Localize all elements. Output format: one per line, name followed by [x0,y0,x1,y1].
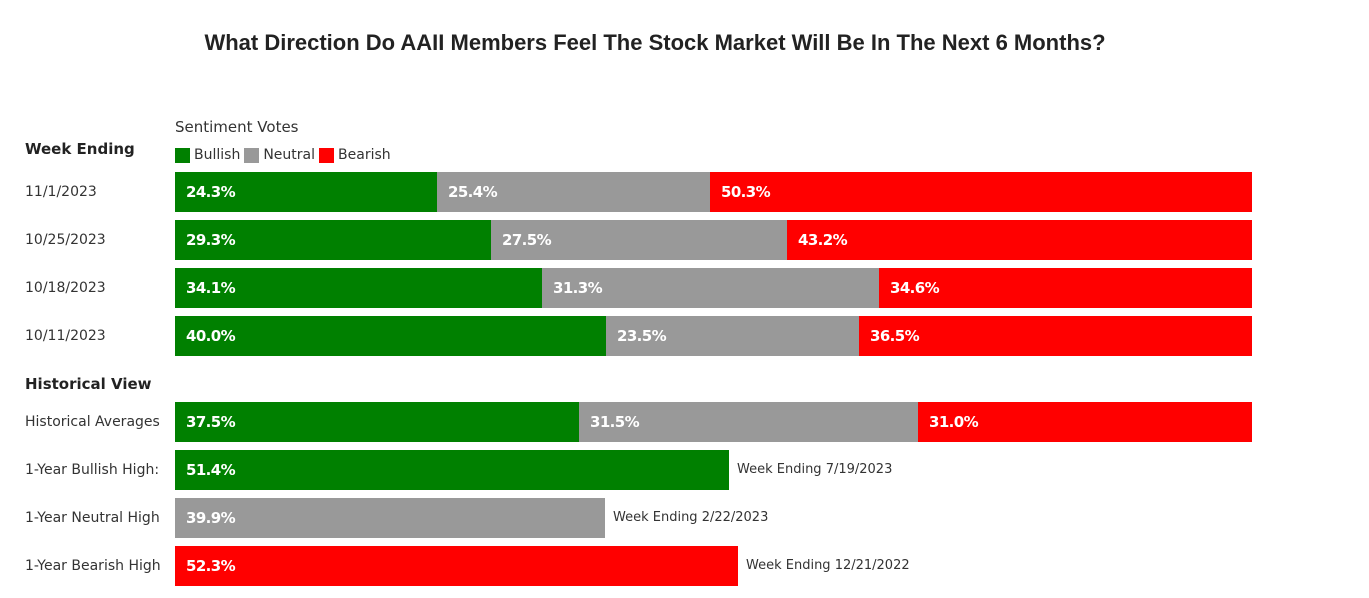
week-row-11-1-2023-label: 11/1/2023 [25,184,97,200]
legend-title: Sentiment Votes [175,118,299,136]
historical-row-historical-averages-segment-neutral: 31.5% [579,402,918,442]
week-row-10-18-2023-segment-bearish: 34.6% [879,268,1252,308]
week-row-11-1-2023-bar: 24.3% 25.4% 50.3% [175,172,1252,212]
week-row-11-1-2023-segment-bullish: 24.3% [175,172,437,212]
legend: Bullish Neutral Bearish [175,146,395,164]
high-row-neutral-label: 1-Year Neutral High [25,510,160,526]
high-row-bullish-bar: 51.4% [175,450,729,490]
legend-item-bearish: Bearish [319,147,391,163]
legend-label-bullish: Bullish [194,147,241,163]
high-row-bearish-label: 1-Year Bearish High [25,558,161,574]
legend-item-bullish: Bullish [175,147,240,163]
historical-row-historical-averages-label: Historical Averages [25,414,160,430]
week-row-10-18-2023-segment-bullish: 34.1% [175,268,542,308]
week-row-10-11-2023-label: 10/11/2023 [25,328,106,344]
section-header-historical-view: Historical View [25,375,152,393]
high-row-neutral-bar: 39.9% [175,498,605,538]
high-row-bullish-note: Week Ending 7/19/2023 [737,462,893,477]
week-row-10-25-2023-bar: 29.3% 27.5% 43.2% [175,220,1252,260]
historical-row-historical-averages-segment-bullish: 37.5% [175,402,579,442]
legend-item-neutral: Neutral [244,147,315,163]
legend-swatch-bearish [319,147,335,163]
high-row-bearish-bar: 52.3% [175,546,738,586]
week-row-10-25-2023-segment-bearish: 43.2% [787,220,1252,260]
legend-label-neutral: Neutral [263,147,316,163]
high-row-neutral-note: Week Ending 2/22/2023 [613,510,769,525]
legend-swatch-bullish [175,147,190,163]
week-row-10-18-2023-segment-neutral: 31.3% [542,268,879,308]
historical-row-historical-averages-segment-bearish: 31.0% [918,402,1252,442]
week-row-10-11-2023-segment-bearish: 36.5% [859,316,1252,356]
week-row-11-1-2023-segment-bearish: 50.3% [710,172,1252,212]
legend-swatch-neutral [244,147,260,163]
week-row-10-18-2023-bar: 34.1% 31.3% 34.6% [175,268,1252,308]
legend-label-bearish: Bearish [338,147,391,163]
high-row-bullish-label: 1-Year Bullish High: [25,462,160,478]
week-row-10-25-2023-label: 10/25/2023 [25,232,106,248]
week-row-11-1-2023-segment-neutral: 25.4% [437,172,710,212]
historical-row-historical-averages-bar: 37.5% 31.5% 31.0% [175,402,1252,442]
section-header-week-ending: Week Ending [25,140,135,158]
week-row-10-18-2023-label: 10/18/2023 [25,280,106,296]
week-row-10-11-2023-segment-bullish: 40.0% [175,316,606,356]
week-row-10-25-2023-segment-bullish: 29.3% [175,220,491,260]
week-row-10-11-2023-segment-neutral: 23.5% [606,316,859,356]
week-row-10-11-2023-bar: 40.0% 23.5% 36.5% [175,316,1252,356]
high-row-bearish-note: Week Ending 12/21/2022 [746,558,910,573]
chart-title: What Direction Do AAII Members Feel The … [204,30,1106,55]
week-row-10-25-2023-segment-neutral: 27.5% [491,220,787,260]
